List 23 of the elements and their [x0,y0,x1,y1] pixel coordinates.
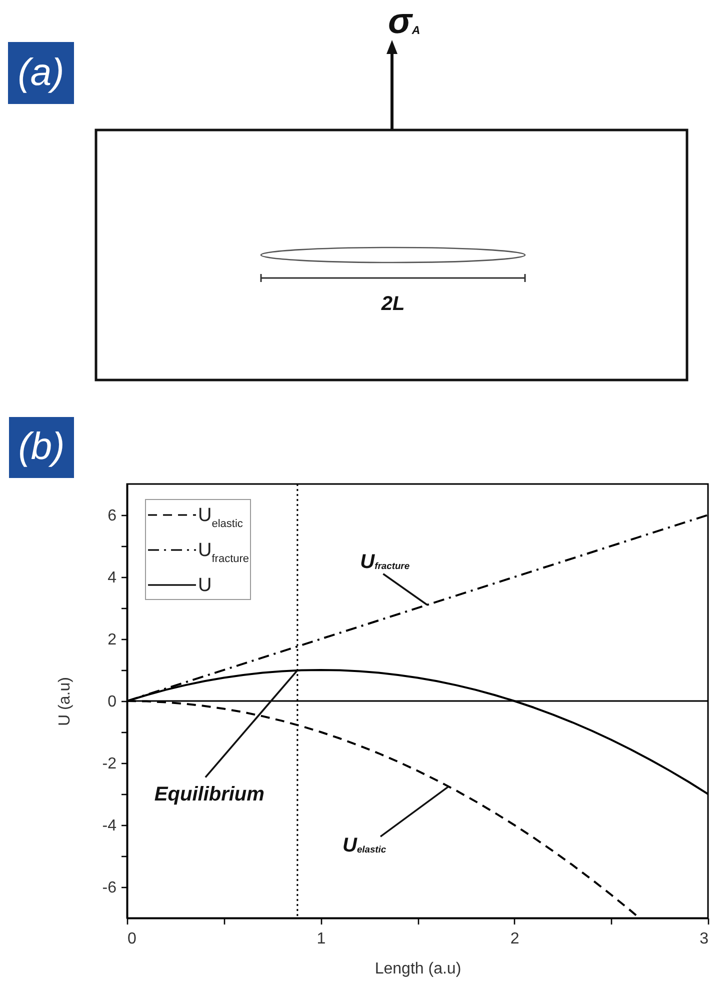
x-tick-label: 3 [700,930,709,948]
annotation: Ufracture [360,550,410,573]
x-tick-label: 1 [316,930,326,948]
y-tick-label: 4 [108,570,117,586]
x-tick-label: 0 [128,930,136,948]
chart-title: (b) [9,417,74,478]
y-tick-label: 0 [108,694,117,710]
legend-label: U$_{elastic}$ [198,505,244,530]
x-axis-title: Length (a.u) [374,960,462,978]
x-tick-label: 2 [510,930,520,948]
legend-label: U$_{fracture}$ [198,540,250,565]
legend-label: U [198,575,212,596]
y-axis-title: U (a.u) [56,677,74,726]
y-tick-label: -4 [102,818,117,834]
y-tick-label: -6 [102,880,117,896]
y-tick-label: 2 [108,632,117,648]
annotation: Equilibrium [154,783,264,806]
y-tick-label: 6 [108,508,117,524]
text: 2L [380,293,405,315]
annotation: Uelastic [342,834,387,857]
text: (a) [8,42,74,104]
y-tick-label: -2 [102,756,117,772]
text: σA [388,0,420,41]
